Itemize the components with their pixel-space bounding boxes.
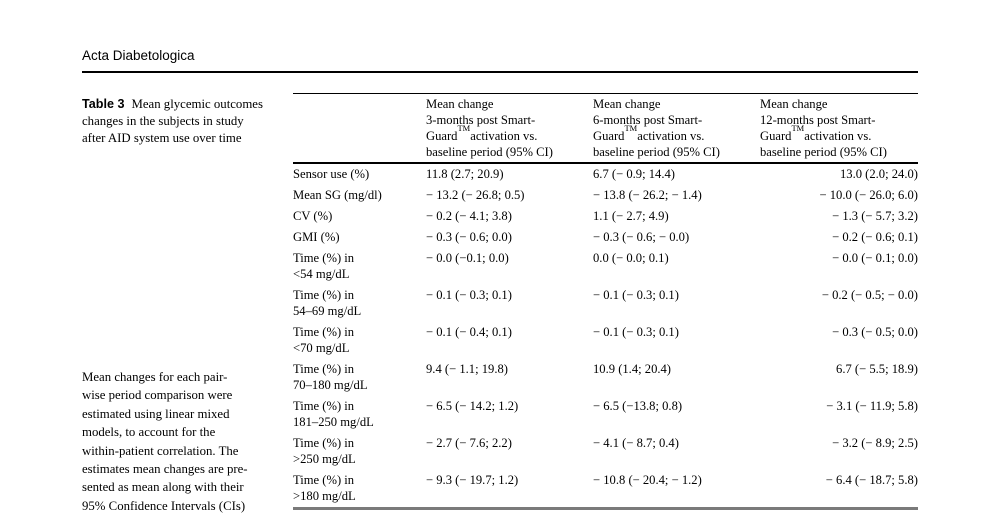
table-row: GMI (%) − 0.3 (− 0.6; 0.0) − 0.3 (− 0.6;… [293, 227, 918, 248]
row-label: CV (%) [293, 209, 333, 223]
cell-3months: 9.4 (− 1.1; 19.8) [426, 362, 508, 376]
col-header-3months: Mean change 3-months post Smart- GuardTM… [426, 93, 593, 164]
table-row: Time (%) in 70–180 mg/dL 9.4 (− 1.1; 19.… [293, 359, 918, 396]
cell-6months: − 0.1 (− 0.3; 0.1) [593, 325, 679, 339]
cell-6months: 10.9 (1.4; 20.4) [593, 362, 672, 376]
row-label: GMI (%) [293, 230, 340, 244]
cell-12months: − 0.2 (− 0.6; 0.1) [832, 230, 918, 244]
row-label: Time (%) in 70–180 mg/dL [293, 362, 368, 392]
row-label: Sensor use (%) [293, 167, 370, 181]
table-row: CV (%) − 0.2 (− 4.1; 3.8) 1.1 (− 2.7; 4.… [293, 206, 918, 227]
header-rule [82, 71, 918, 73]
col-header-line: Mean change [760, 97, 828, 111]
cell-6months: − 0.3 (− 0.6; − 0.0) [593, 230, 690, 244]
cell-3months: − 0.1 (− 0.3; 0.1) [426, 288, 512, 302]
cell-6months: 1.1 (− 2.7; 4.9) [593, 209, 669, 223]
cell-3months: − 9.3 (− 19.7; 1.2) [426, 473, 519, 487]
col-header-line: Mean change [593, 97, 661, 111]
col-header-6months: Mean change 6-months post Smart- GuardTM… [593, 93, 760, 164]
header-row: Mean change 3-months post Smart- GuardTM… [293, 93, 918, 164]
table-footnote: Mean changes for each pair- wise period … [82, 370, 248, 513]
cell-6months: − 4.1 (− 8.7; 0.4) [593, 436, 679, 450]
table-row: Time (%) in >180 mg/dL − 9.3 (− 19.7; 1.… [293, 470, 918, 509]
row-label: Time (%) in 54–69 mg/dL [293, 288, 362, 318]
trademark-superscript: TM [624, 122, 638, 133]
col-header-line: baseline period (95% CI) [593, 145, 720, 159]
cell-12months: − 0.3 (− 0.5; 0.0) [832, 325, 918, 339]
cell-12months: − 1.3 (− 5.7; 3.2) [832, 209, 918, 223]
col-header-12months: Mean change 12-months post Smart- GuardT… [760, 93, 918, 164]
cell-3months: − 6.5 (− 14.2; 1.2) [426, 399, 519, 413]
col-header-line: Mean change [426, 97, 494, 111]
cell-12months: 13.0 (2.0; 24.0) [839, 167, 918, 181]
cell-3months: − 0.3 (− 0.6; 0.0) [426, 230, 512, 244]
corner-cell [293, 93, 426, 164]
table-row: Mean SG (mg/dl) − 13.2 (− 26.8; 0.5) − 1… [293, 185, 918, 206]
col-header-line: baseline period (95% CI) [426, 145, 553, 159]
cell-3months: − 2.7 (− 7.6; 2.2) [426, 436, 512, 450]
row-label: Time (%) in 181–250 mg/dL [293, 399, 374, 429]
cell-12months: − 6.4 (− 18.7; 5.8) [825, 473, 918, 487]
row-label: Time (%) in >180 mg/dL [293, 473, 356, 503]
cell-6months: − 6.5 (−13.8; 0.8) [593, 399, 683, 413]
trademark-superscript: TM [457, 122, 471, 133]
cell-3months: − 13.2 (− 26.8; 0.5) [426, 188, 525, 202]
cell-3months: − 0.1 (− 0.4; 0.1) [426, 325, 512, 339]
cell-3months: − 0.2 (− 4.1; 3.8) [426, 209, 512, 223]
table-row: Time (%) in 181–250 mg/dL − 6.5 (− 14.2;… [293, 396, 918, 433]
col-header-line: GuardTMactivation vs. [426, 122, 538, 143]
cell-6months: 0.0 (− 0.0; 0.1) [593, 251, 669, 265]
cell-12months: − 3.2 (− 8.9; 2.5) [832, 436, 918, 450]
cell-12months: − 3.1 (− 11.9; 5.8) [826, 399, 918, 413]
cell-12months: − 0.0 (− 0.1; 0.0) [832, 251, 918, 265]
col-header-line: 12-months post Smart- [760, 113, 876, 127]
table-row: Sensor use (%) 11.8 (2.7; 20.9) 6.7 (− 0… [293, 163, 918, 185]
cell-3months: − 0.0 (−0.1; 0.0) [426, 251, 509, 265]
trademark-superscript: TM [791, 122, 805, 133]
cell-6months: − 0.1 (− 0.3; 0.1) [593, 288, 679, 302]
table-caption-text: Mean glycemic outcomes changes in the su… [82, 97, 263, 146]
table-row: Time (%) in 54–69 mg/dL − 0.1 (− 0.3; 0.… [293, 285, 918, 322]
table-row: Time (%) in >250 mg/dL − 2.7 (− 7.6; 2.2… [293, 433, 918, 470]
cell-6months: − 13.8 (− 26.2; − 1.4) [593, 188, 702, 202]
cell-12months: − 0.2 (− 0.5; − 0.0) [821, 288, 918, 302]
cell-12months: − 10.0 (− 26.0; 6.0) [819, 188, 918, 202]
col-header-line: 6-months post Smart- [593, 113, 703, 127]
col-header-line: baseline period (95% CI) [760, 145, 887, 159]
cell-6months: − 10.8 (− 20.4; − 1.2) [593, 473, 702, 487]
col-header-line: 3-months post Smart- [426, 113, 536, 127]
row-label: Time (%) in >250 mg/dL [293, 436, 356, 466]
col-header-line: GuardTMactivation vs. [593, 122, 705, 143]
row-label: Time (%) in <70 mg/dL [293, 325, 355, 355]
row-label: Mean SG (mg/dl) [293, 188, 382, 202]
table-row: Time (%) in <54 mg/dL − 0.0 (−0.1; 0.0) … [293, 248, 918, 285]
table-caption: Table 3 Mean glycemic outcomes changes in… [82, 96, 322, 148]
cell-3months: 11.8 (2.7; 20.9) [426, 167, 504, 181]
table-row: Time (%) in <70 mg/dL − 0.1 (− 0.4; 0.1)… [293, 322, 918, 359]
col-header-line: GuardTMactivation vs. [760, 122, 872, 143]
journal-title: Acta Diabetologica [82, 48, 195, 63]
cell-6months: 6.7 (− 0.9; 14.4) [593, 167, 675, 181]
table-caption-label: Table 3 [82, 97, 125, 111]
glycemic-outcomes-table: Mean change 3-months post Smart- GuardTM… [293, 93, 918, 510]
row-label: Time (%) in <54 mg/dL [293, 251, 355, 281]
cell-12months: 6.7 (− 5.5; 18.9) [836, 362, 918, 376]
